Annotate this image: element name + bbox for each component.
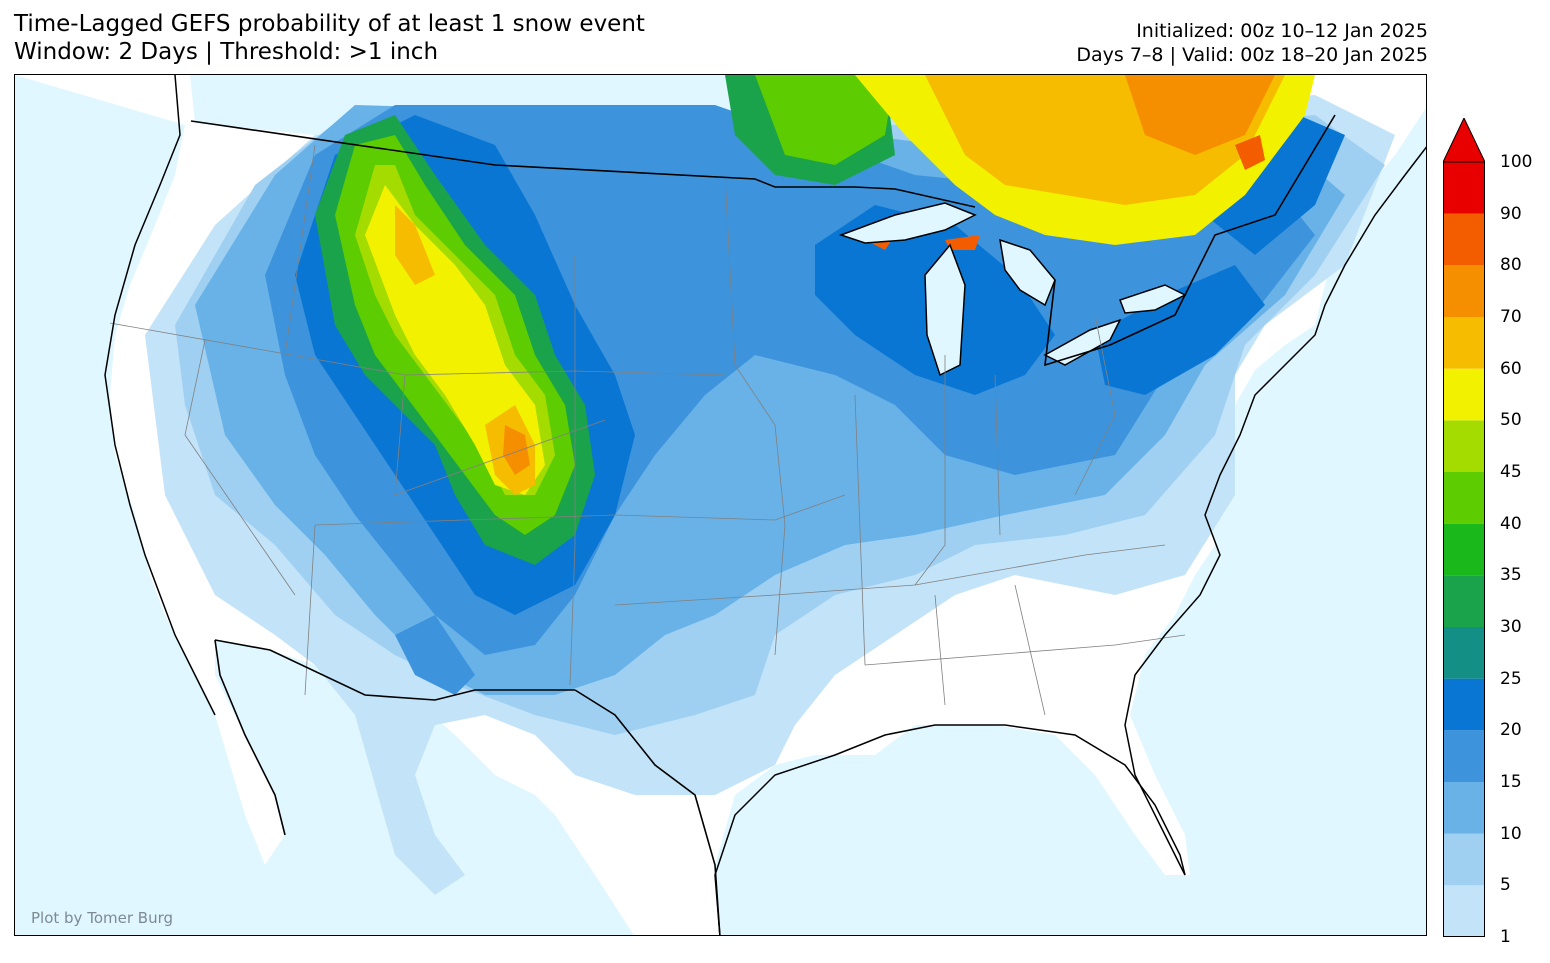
colorbar-tick-label: 10 <box>1500 823 1522 844</box>
great-lakes <box>838 202 1187 377</box>
title-line-2: Window: 2 Days | Threshold: >1 inch <box>14 39 439 65</box>
colorbar-extend-arrow <box>1443 118 1485 163</box>
colorbar-tick-label: 60 <box>1500 358 1522 379</box>
coastline <box>104 75 1426 935</box>
map-panel: Plot by Tomer Burg <box>14 74 1427 936</box>
colorbar-tick-label: 5 <box>1500 875 1511 896</box>
colorbar-tick-label: 1 <box>1500 927 1511 947</box>
colorbar-swatch-25 <box>1443 627 1485 679</box>
colorbar-swatch-35 <box>1443 523 1485 576</box>
state-borders <box>109 144 1186 716</box>
colorbar-tick-label: 25 <box>1500 668 1522 689</box>
colorbar-swatch-10 <box>1443 782 1485 834</box>
colorbar-swatch-30 <box>1443 575 1485 627</box>
colorbar-tick-label: 15 <box>1500 772 1522 792</box>
colorbar-swatch-90 <box>1443 162 1485 214</box>
colorbar-swatch-40 <box>1443 472 1485 524</box>
colorbar-tick-label: 90 <box>1500 203 1522 224</box>
colorbar-swatch-50 <box>1443 368 1485 421</box>
colorbar-swatch-45 <box>1443 420 1485 472</box>
valid-time: Days 7–8 | Valid: 00z 18–20 Jan 2025 <box>1076 44 1428 66</box>
colorbar-tick-label: 30 <box>1500 617 1522 637</box>
colorbar-swatch-5 <box>1443 833 1485 886</box>
title-block: Time-Lagged GEFS probability of at least… <box>14 10 645 66</box>
colorbar-outline <box>1443 161 1485 937</box>
colorbar-tick-label: 70 <box>1500 307 1522 327</box>
colorbar-swatches <box>1443 118 1485 937</box>
colorbar-swatch-60 <box>1443 317 1485 369</box>
colorbar-swatch-20 <box>1443 678 1485 731</box>
probability-fill <box>145 75 1395 895</box>
title-line-1: Time-Lagged GEFS probability of at least… <box>14 11 645 37</box>
colorbar-tick-label: 20 <box>1500 720 1522 741</box>
colorbar-tick-label: 100 <box>1500 152 1533 172</box>
timestamp-block: Initialized: 00z 10–12 Jan 2025 Days 7–8… <box>1076 19 1428 67</box>
probability-map <box>15 75 1426 935</box>
credit-text: Plot by Tomer Burg <box>31 909 173 927</box>
colorbar <box>1443 118 1485 937</box>
colorbar-swatch-15 <box>1443 730 1485 782</box>
colorbar-swatch-70 <box>1443 265 1485 317</box>
colorbar-tick-label: 35 <box>1500 565 1522 586</box>
colorbar-tick-label: 80 <box>1500 255 1522 276</box>
colorbar-tick-label: 40 <box>1500 513 1522 534</box>
colorbar-swatch-80 <box>1443 213 1485 266</box>
national-borders <box>190 114 1336 935</box>
colorbar-tick-label: 45 <box>1500 462 1522 482</box>
colorbar-tick-label: 50 <box>1500 410 1522 431</box>
colorbar-swatch-1 <box>1443 885 1485 937</box>
init-time: Initialized: 00z 10–12 Jan 2025 <box>1136 20 1428 42</box>
